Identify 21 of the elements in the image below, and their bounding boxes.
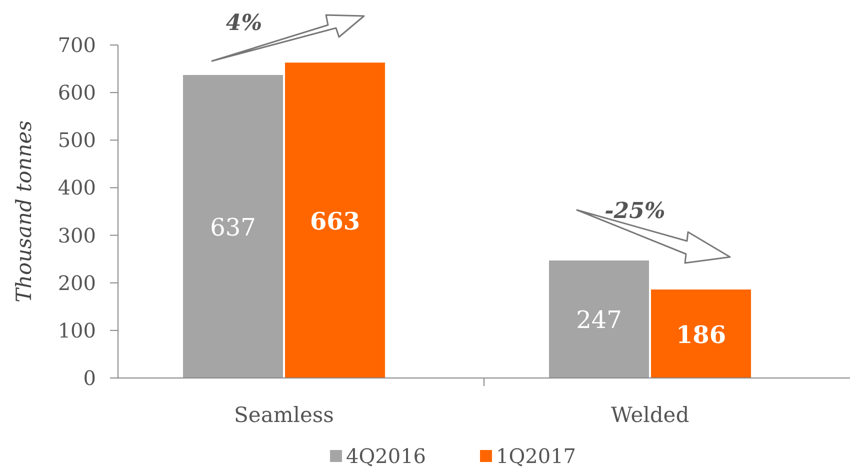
y-tick-label: 100 — [58, 318, 96, 342]
y-tick-label: 0 — [83, 366, 96, 390]
y-tick-label: 500 — [58, 128, 96, 152]
y-axis-title: Thousand tonnes — [12, 120, 36, 302]
x-tick-label: Seamless — [234, 403, 334, 427]
y-tick-label: 300 — [58, 223, 96, 248]
legend-label: 1Q2017 — [496, 444, 576, 468]
annotation: -25% — [604, 198, 666, 224]
y-tick-label: 600 — [58, 80, 96, 105]
legend-label: 4Q2016 — [346, 444, 426, 468]
x-tick-label: Welded — [610, 403, 690, 427]
y-tick-label: 200 — [58, 270, 96, 295]
y-tick-label: 400 — [58, 176, 96, 200]
text: 4% — [226, 10, 262, 36]
data-label: 247 — [576, 306, 622, 334]
data-label: 186 — [676, 320, 726, 349]
bar — [651, 290, 751, 378]
data-label: 663 — [310, 206, 360, 236]
data-label: 637 — [210, 213, 256, 242]
bar — [183, 74, 283, 378]
y-tick-label: 700 — [58, 33, 96, 57]
